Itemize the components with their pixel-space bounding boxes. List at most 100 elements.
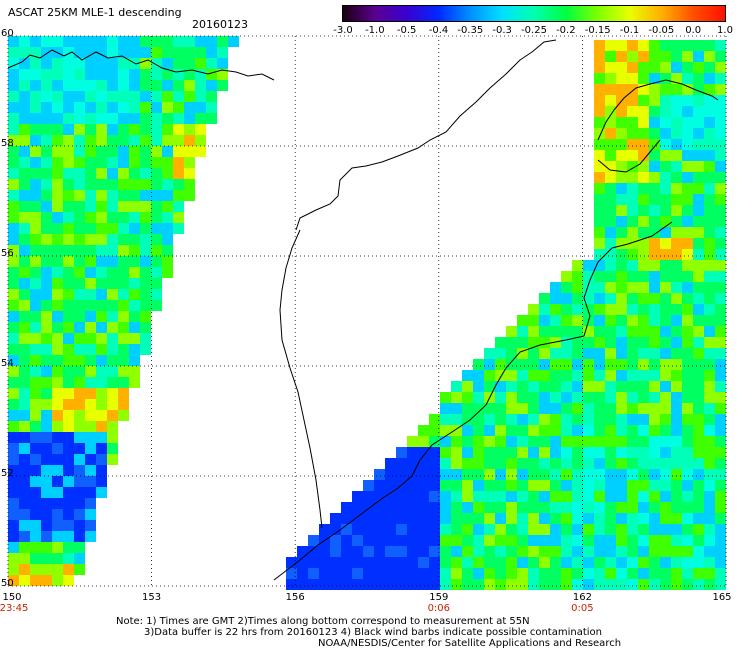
wind-cell [129,278,140,289]
wind-cell [74,289,85,300]
wind-cell [594,447,605,458]
wind-cell [605,491,616,502]
wind-cell [85,399,96,410]
wind-cell [30,509,41,520]
wind-cell [715,469,726,480]
wind-cell [140,344,151,355]
wind-cell [184,80,195,91]
wind-cell [616,216,627,227]
wind-cell [140,278,151,289]
wind-cell [352,513,363,524]
wind-cell [715,337,726,348]
wind-cell [627,458,638,469]
coastline-east [295,39,557,231]
wind-cell [649,326,660,337]
wind-cell [528,557,539,568]
wind-cell [418,447,429,458]
wind-cell [52,333,63,344]
wind-cell [162,212,173,223]
wind-cell [140,201,151,212]
wind-cell [671,304,682,315]
wind-cell [583,271,594,282]
wind-cell [429,425,440,436]
wind-cell [605,403,616,414]
wind-cell [638,557,649,568]
wind-cell [118,223,129,234]
wind-cell [583,557,594,568]
wind-cell [96,267,107,278]
wind-cell [506,480,517,491]
wind-cell [517,414,528,425]
wind-cell [96,91,107,102]
wind-cell [8,553,19,564]
wind-cell [63,267,74,278]
wind-cell [550,326,561,337]
wind-cell [660,304,671,315]
wind-cell [715,579,726,590]
wind-cell [506,392,517,403]
wind-cell [704,447,715,458]
wind-cell [63,135,74,146]
wind-cell [418,513,429,524]
wind-cell [682,546,693,557]
wind-cell [616,227,627,238]
wind-cell [594,546,605,557]
wind-cell [118,201,129,212]
wind-cell [693,194,704,205]
wind-cell [363,579,374,590]
wind-cell [484,513,495,524]
wind-cell [140,69,151,80]
wind-cell [217,47,228,58]
wind-cell [704,359,715,370]
wind-cell [539,381,550,392]
wind-cell [660,293,671,304]
wind-cell [319,546,330,557]
wind-cell [173,124,184,135]
wind-cell [129,245,140,256]
wind-cell [206,102,217,113]
wind-cell [107,36,118,47]
wind-cell [451,392,462,403]
wind-cell [693,95,704,106]
wind-cell [572,260,583,271]
wind-cell [616,546,627,557]
wind-cell [19,432,30,443]
wind-cell [715,150,726,161]
wind-cell [118,190,129,201]
wind-cell [385,502,396,513]
wind-cell [151,113,162,124]
wind-cell [418,546,429,557]
wind-cell [693,139,704,150]
wind-cell [8,47,19,58]
wind-cell [385,491,396,502]
wind-cell [30,201,41,212]
wind-cell [616,502,627,513]
wind-cell [550,469,561,480]
wind-cell [682,381,693,392]
wind-cell [605,73,616,84]
wind-cell [660,392,671,403]
wind-cell [671,73,682,84]
wind-cell [162,245,173,256]
wind-cell [85,476,96,487]
wind-cell [30,234,41,245]
wind-cell [473,568,484,579]
wind-cell [407,524,418,535]
wind-cell [693,524,704,535]
wind-cell [19,157,30,168]
wind-cell [41,542,52,553]
wind-cell [8,201,19,212]
wind-cell [140,300,151,311]
wind-cell [506,370,517,381]
wind-cell [517,568,528,579]
wind-cell [572,480,583,491]
wind-cell [638,172,649,183]
wind-cell [462,535,473,546]
wind-cell [638,282,649,293]
wind-cell [85,256,96,267]
wind-cell [616,84,627,95]
wind-cell [96,256,107,267]
wind-cell [41,223,52,234]
wind-cell [41,168,52,179]
wind-cell [682,95,693,106]
